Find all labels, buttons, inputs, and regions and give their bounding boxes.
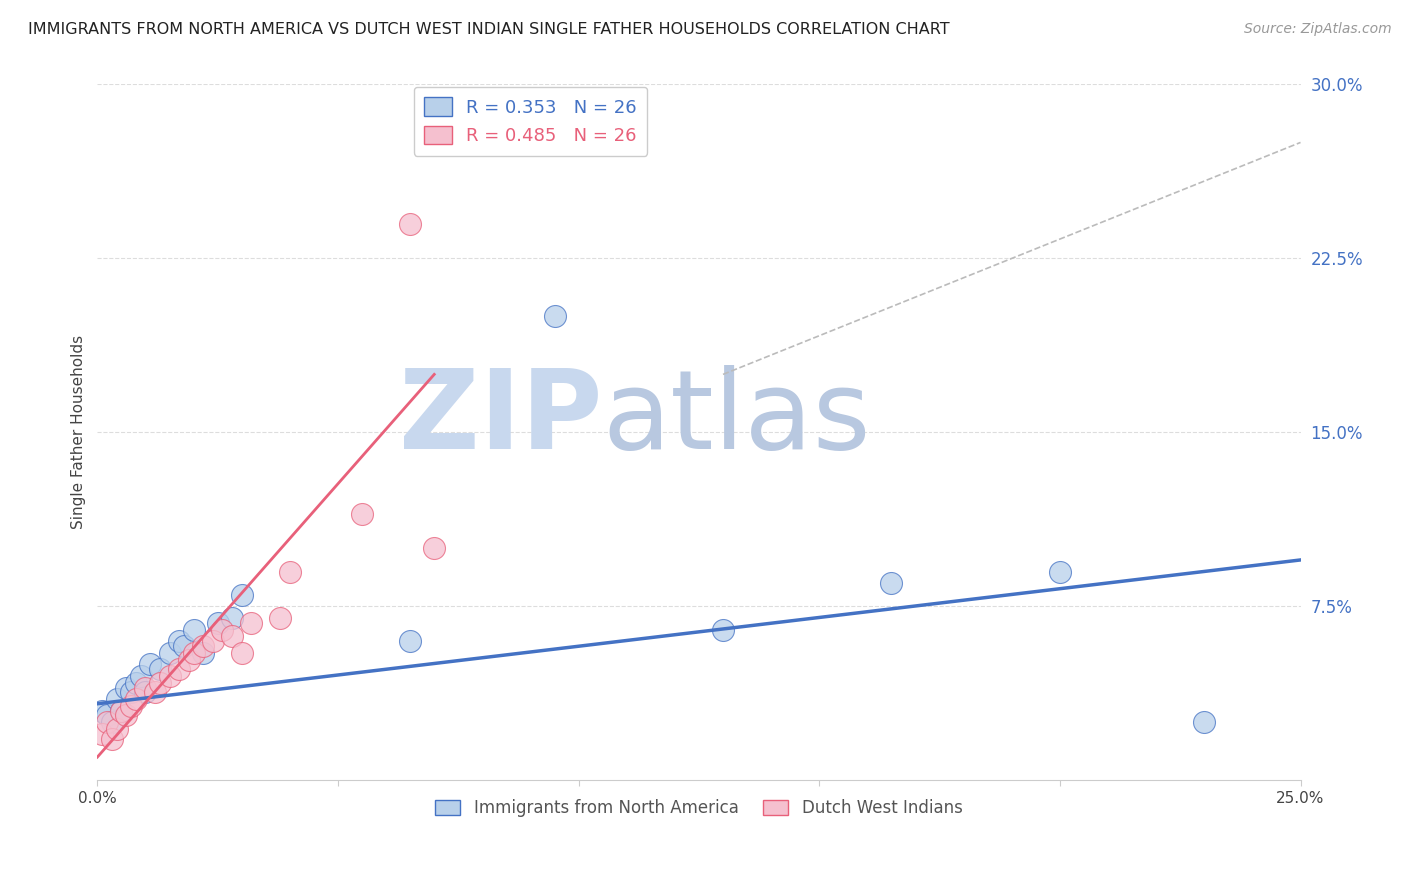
Point xyxy=(278,565,301,579)
Text: Source: ZipAtlas.com: Source: ZipAtlas.com xyxy=(1244,22,1392,37)
Point xyxy=(125,676,148,690)
Point xyxy=(101,715,124,730)
Point xyxy=(91,704,114,718)
Legend: Immigrants from North America, Dutch West Indians: Immigrants from North America, Dutch Wes… xyxy=(429,793,969,824)
Point xyxy=(110,704,132,718)
Point xyxy=(143,685,166,699)
Point xyxy=(880,576,903,591)
Point xyxy=(221,630,243,644)
Point xyxy=(399,634,422,648)
Point xyxy=(125,692,148,706)
Point xyxy=(352,507,374,521)
Point xyxy=(149,662,172,676)
Point xyxy=(1194,715,1216,730)
Point xyxy=(115,681,138,695)
Point xyxy=(399,217,422,231)
Point xyxy=(129,669,152,683)
Point xyxy=(193,639,215,653)
Point xyxy=(221,611,243,625)
Point xyxy=(183,623,205,637)
Point xyxy=(173,639,195,653)
Point xyxy=(207,615,229,630)
Point xyxy=(240,615,263,630)
Point xyxy=(134,685,156,699)
Point xyxy=(711,623,734,637)
Point xyxy=(201,634,224,648)
Point xyxy=(120,699,142,714)
Text: atlas: atlas xyxy=(603,365,872,472)
Point xyxy=(543,310,565,324)
Point xyxy=(96,708,118,723)
Point xyxy=(120,685,142,699)
Point xyxy=(167,634,190,648)
Y-axis label: Single Father Households: Single Father Households xyxy=(72,335,86,530)
Point xyxy=(269,611,291,625)
Point xyxy=(91,727,114,741)
Point xyxy=(1049,565,1071,579)
Point xyxy=(105,723,128,737)
Point xyxy=(96,715,118,730)
Point xyxy=(231,646,253,660)
Point xyxy=(177,653,200,667)
Point xyxy=(101,731,124,746)
Point xyxy=(110,704,132,718)
Point xyxy=(139,657,162,672)
Point xyxy=(183,646,205,660)
Point xyxy=(423,541,446,556)
Point xyxy=(159,646,181,660)
Point xyxy=(167,662,190,676)
Point xyxy=(105,692,128,706)
Point xyxy=(115,708,138,723)
Point xyxy=(134,681,156,695)
Point xyxy=(149,676,172,690)
Text: IMMIGRANTS FROM NORTH AMERICA VS DUTCH WEST INDIAN SINGLE FATHER HOUSEHOLDS CORR: IMMIGRANTS FROM NORTH AMERICA VS DUTCH W… xyxy=(28,22,949,37)
Point xyxy=(193,646,215,660)
Point xyxy=(211,623,233,637)
Text: ZIP: ZIP xyxy=(399,365,603,472)
Point xyxy=(159,669,181,683)
Point xyxy=(231,588,253,602)
